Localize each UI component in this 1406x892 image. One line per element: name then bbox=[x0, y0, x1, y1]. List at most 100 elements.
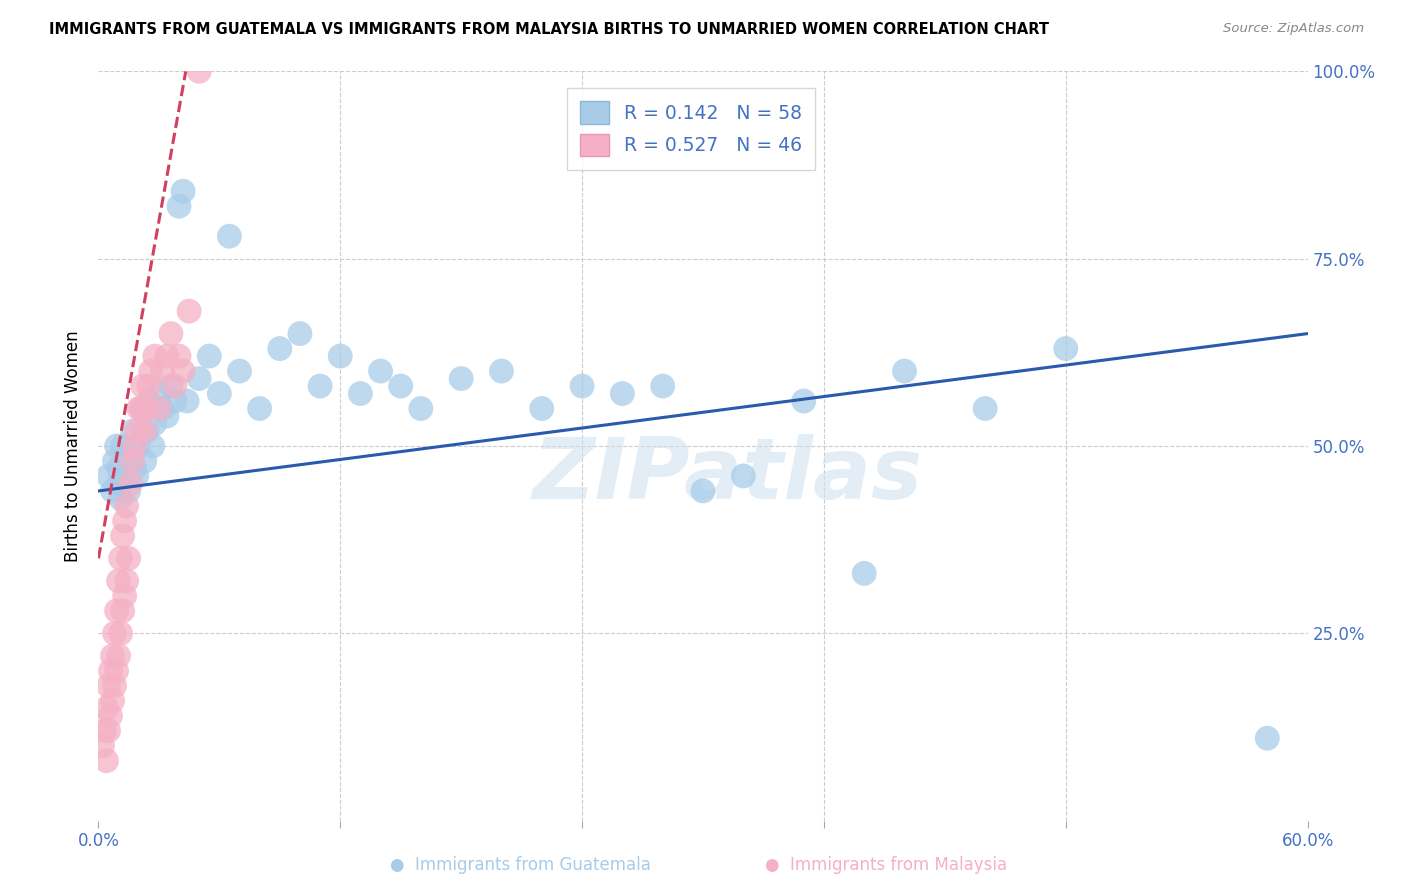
Point bbox=[96, 754, 118, 768]
Point bbox=[179, 304, 201, 318]
Point bbox=[163, 394, 186, 409]
Point bbox=[269, 342, 291, 356]
Text: IMMIGRANTS FROM GUATEMALA VS IMMIGRANTS FROM MALAYSIA BIRTHS TO UNMARRIED WOMEN : IMMIGRANTS FROM GUATEMALA VS IMMIGRANTS … bbox=[49, 22, 1049, 37]
Point bbox=[218, 229, 240, 244]
Point bbox=[121, 454, 143, 468]
Point bbox=[107, 461, 129, 475]
Point bbox=[105, 604, 128, 618]
Point bbox=[101, 648, 124, 663]
Point bbox=[152, 364, 174, 378]
Point bbox=[128, 439, 150, 453]
Point bbox=[349, 386, 371, 401]
Point bbox=[124, 439, 146, 453]
Point bbox=[93, 723, 115, 738]
Point bbox=[143, 417, 166, 431]
Point bbox=[530, 401, 553, 416]
Point bbox=[853, 566, 876, 581]
Point bbox=[156, 349, 179, 363]
Point bbox=[651, 379, 673, 393]
Point bbox=[125, 424, 148, 438]
Point bbox=[160, 326, 183, 341]
Point bbox=[450, 371, 472, 385]
Point bbox=[129, 401, 152, 416]
Point bbox=[138, 394, 160, 409]
Point bbox=[974, 401, 997, 416]
Point bbox=[692, 483, 714, 498]
Point bbox=[134, 424, 156, 438]
Point bbox=[198, 349, 221, 363]
Point bbox=[103, 454, 125, 468]
Point bbox=[97, 723, 120, 738]
Point bbox=[329, 349, 352, 363]
Point bbox=[138, 379, 160, 393]
Point bbox=[128, 401, 150, 416]
Point bbox=[156, 409, 179, 423]
Point bbox=[114, 514, 136, 528]
Point bbox=[793, 394, 815, 409]
Point bbox=[188, 371, 211, 385]
Point bbox=[142, 439, 165, 453]
Point bbox=[115, 574, 138, 588]
Point bbox=[114, 589, 136, 603]
Point bbox=[121, 424, 143, 438]
Point bbox=[172, 184, 194, 198]
Point bbox=[91, 739, 114, 753]
Point bbox=[160, 379, 183, 393]
Point bbox=[135, 401, 157, 416]
Point bbox=[97, 679, 120, 693]
Text: ●  Immigrants from Malaysia: ● Immigrants from Malaysia bbox=[765, 856, 1007, 874]
Point bbox=[103, 626, 125, 640]
Point bbox=[103, 679, 125, 693]
Point bbox=[132, 379, 155, 393]
Point bbox=[110, 551, 132, 566]
Y-axis label: Births to Unmarried Women: Births to Unmarried Women bbox=[65, 330, 83, 562]
Point bbox=[101, 694, 124, 708]
Point bbox=[114, 469, 136, 483]
Point bbox=[188, 64, 211, 78]
Point bbox=[107, 648, 129, 663]
Point bbox=[96, 701, 118, 715]
Point bbox=[107, 574, 129, 588]
Point bbox=[107, 476, 129, 491]
Point bbox=[167, 349, 190, 363]
Point bbox=[100, 664, 122, 678]
Point bbox=[148, 401, 170, 416]
Point bbox=[1256, 731, 1278, 746]
Point bbox=[120, 476, 142, 491]
Point bbox=[409, 401, 432, 416]
Point bbox=[135, 424, 157, 438]
Point bbox=[110, 491, 132, 506]
Point bbox=[491, 364, 513, 378]
Point bbox=[612, 386, 634, 401]
Point bbox=[110, 626, 132, 640]
Point bbox=[101, 483, 124, 498]
Point bbox=[134, 454, 156, 468]
Point bbox=[124, 461, 146, 475]
Point bbox=[172, 364, 194, 378]
Point bbox=[288, 326, 311, 341]
Point bbox=[176, 394, 198, 409]
Point bbox=[309, 379, 332, 393]
Point bbox=[228, 364, 250, 378]
Point bbox=[148, 386, 170, 401]
Point bbox=[571, 379, 593, 393]
Text: Source: ZipAtlas.com: Source: ZipAtlas.com bbox=[1223, 22, 1364, 36]
Point bbox=[733, 469, 755, 483]
Point bbox=[143, 349, 166, 363]
Point bbox=[125, 469, 148, 483]
Point bbox=[111, 604, 134, 618]
Point bbox=[105, 439, 128, 453]
Point bbox=[132, 401, 155, 416]
Point bbox=[208, 386, 231, 401]
Point bbox=[893, 364, 915, 378]
Point bbox=[139, 364, 162, 378]
Point bbox=[1054, 342, 1077, 356]
Text: ZIPatlas: ZIPatlas bbox=[531, 434, 922, 517]
Point bbox=[167, 199, 190, 213]
Point bbox=[100, 708, 122, 723]
Point bbox=[120, 454, 142, 468]
Legend: R = 0.142   N = 58, R = 0.527   N = 46: R = 0.142 N = 58, R = 0.527 N = 46 bbox=[567, 88, 814, 169]
Point bbox=[249, 401, 271, 416]
Point bbox=[152, 401, 174, 416]
Point bbox=[111, 529, 134, 543]
